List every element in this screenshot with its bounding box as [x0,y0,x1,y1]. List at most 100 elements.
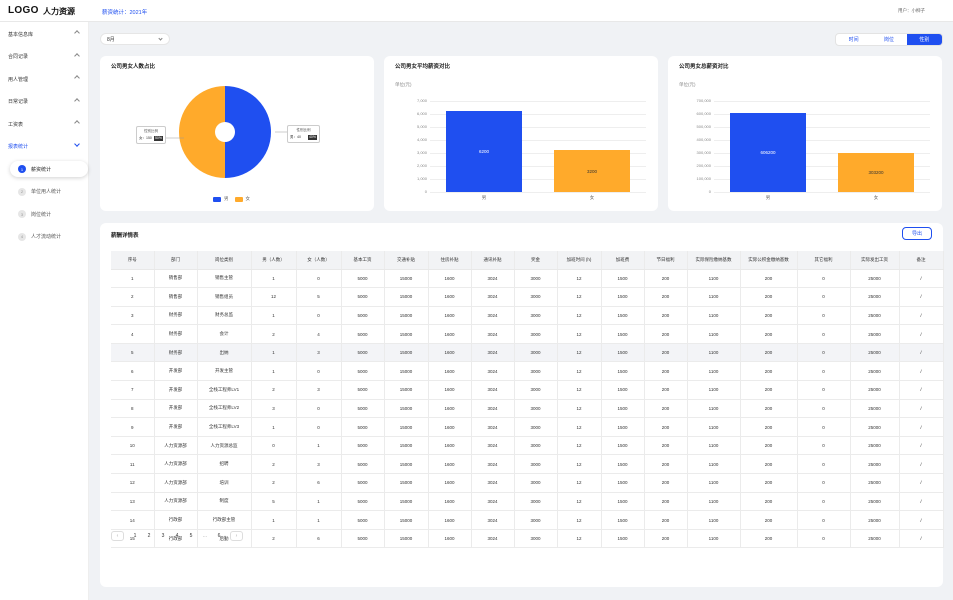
table-row[interactable]: 15 行政部 后勤 2 6 5000 15000 1600 3024 3000 12 1500 200 1… [111,529,944,549]
column-header: 部门 [154,251,198,270]
table-row[interactable]: 4 财务部 会计 2 4 5000 15000 1600 3024 3000 12 1500 200 11… [111,324,944,344]
table-row[interactable]: 9 开发部 全栈工程师LV3 1 0 5000 15000 1600 3024 3000 12 150… [111,417,944,437]
table-cell: 3024 [471,417,515,437]
table-cell: 3000 [514,454,558,475]
table-cell: 1100 [687,473,741,493]
tab-gender[interactable]: 性别 [906,34,942,45]
x-tick-label: 女 [873,195,879,200]
table-cell: 5 [111,343,155,363]
sidebar-item-salary-stats[interactable]: 1 薪资统计 [0,158,88,181]
chevron-up-icon [74,52,80,59]
table-cell: 200 [644,361,688,382]
table-cell: 销售部 [154,287,198,307]
gridline [430,101,646,102]
prev-page-button[interactable]: ‹ [111,531,124,541]
page-4[interactable]: 4 [175,533,179,539]
month-select-value: 8月 [107,36,115,43]
sidebar-group-daily[interactable]: 日常记录 [0,91,88,114]
table-row[interactable]: 8 开发部 全栈工程师LV2 3 0 5000 15000 1600 3024 3000 12 150… [111,399,944,419]
table-cell: 5000 [341,380,385,400]
table-cell: 1600 [428,510,472,530]
table-cell: 3 [296,380,342,400]
page-1[interactable]: 1 [133,533,137,539]
table-row[interactable]: 6 开发部 开发主管 1 0 5000 15000 1600 3024 3000 12 1500 200… [111,361,944,382]
pie-slice-male[interactable] [225,86,271,178]
table-cell: 1600 [428,343,472,363]
pie-slice-female[interactable] [179,86,225,178]
table-row[interactable]: 2 销售部 销售组员 12 5 5000 15000 1600 3024 3000 12 1500 20… [111,287,944,307]
sidebar-group-basic-info[interactable]: 基本信息库 [0,23,88,46]
bar-female[interactable]: 3200 [554,150,630,192]
table-row[interactable]: 11 人力资源部 招聘 2 3 5000 15000 1600 3024 3000 12 1500 20… [111,454,944,475]
table-cell: 12 [557,287,602,307]
table-cell: 1100 [687,529,741,549]
tab-time[interactable]: 时间 [848,37,859,43]
gridline [714,127,930,128]
bar-male[interactable]: 6200 [446,111,522,192]
sidebar-group-reports[interactable]: 报表统计 [0,136,88,159]
next-page-button[interactable]: › [230,531,243,541]
table-cell: 人力资源部 [154,436,198,456]
table-cell: 25000 [850,380,900,400]
column-header: 其它福利 [797,251,851,270]
month-select[interactable]: 8月 [100,33,170,45]
table-cell: 销售组员 [197,287,252,307]
legend-label-female[interactable]: 女 [245,196,251,201]
column-header: 住房补贴 [428,251,472,270]
table-row[interactable]: 10 人力资源部 人力资源总监 0 1 5000 15000 1600 3024 3000 12 15… [111,436,944,456]
legend-label-male[interactable]: 男 [224,196,229,201]
page-2[interactable]: 2 [147,533,151,539]
table-row[interactable]: 7 开发部 全栈工程师LV1 2 3 5000 15000 1600 3024 3000 12 150… [111,380,944,400]
table-cell: 12 [557,324,602,344]
table-row[interactable]: 3 财务部 财务总监 1 0 5000 15000 1600 3024 3000 12 1500 200… [111,306,944,326]
column-header: 女（人数） [296,251,342,270]
sidebar-item-position-stats[interactable]: 3 岗位统计 [0,203,88,226]
table-cell: / [899,417,944,437]
table-row[interactable]: 1 销售部 销售主管 1 0 5000 15000 1600 3024 3000 12 1500 200… [111,269,944,289]
table-cell: 1600 [428,473,472,493]
table-cell: 3024 [471,399,515,419]
bar-male[interactable]: 606200 [730,113,806,192]
export-button[interactable]: 导出 [902,227,932,240]
table-row[interactable]: 5 财务部 出纳 1 3 5000 15000 1600 3024 3000 12 1500 200 11… [111,343,944,363]
sidebar-item-talent-flow[interactable]: 4 人才流动统计 [0,226,88,249]
sidebar-group-label: 合同记录 [8,54,29,61]
page-6[interactable]: 6 [217,533,221,539]
tab-position[interactable]: 岗位 [883,37,894,43]
gridline [430,127,646,128]
tooltip-name: 女： [139,136,146,140]
page-5[interactable]: 5 [189,533,193,539]
table-cell: 11 [111,454,155,475]
bar-female[interactable]: 303200 [838,152,914,192]
table-cell: 5000 [341,306,385,326]
table-cell: 3024 [471,324,515,344]
table-cell: 1 [251,343,297,363]
legend-swatch-female [234,196,243,202]
table-row[interactable]: 14 行政部 行政部主管 1 1 5000 15000 1600 3024 3000 12 1500 2… [111,510,944,530]
table-cell: / [899,399,944,419]
table-cell: 3024 [471,287,515,307]
logo: LOGO [8,5,39,16]
tooltip-pct: 40% [307,135,317,140]
table-cell: 3000 [514,473,558,493]
sidebar-group-payroll[interactable]: 工资表 [0,113,88,136]
table-cell: 0 [797,510,851,530]
y-tick-label: 500,000 [696,124,711,129]
table-cell: 25000 [850,324,900,344]
sidebar-group-label: 用人管理 [8,76,29,83]
sidebar-item-unit-staffing[interactable]: 2 单位用人统计 [0,181,88,204]
table-row[interactable]: 12 人力资源部 培训 2 6 5000 15000 1600 3024 3000 12 1500 20… [111,473,944,493]
sidebar-group-staffing[interactable]: 用人管理 [0,68,88,91]
table-cell: / [899,306,944,326]
table-cell: 3024 [471,492,515,512]
table-cell: 12 [111,473,155,493]
user-label[interactable]: 用户：小柳子 [898,8,925,13]
table-row[interactable]: 13 人力资源部 制度 5 1 5000 15000 1600 3024 3000 12 1500 20… [111,492,944,512]
table-cell: 1600 [428,361,472,382]
page-3[interactable]: 3 [161,533,165,539]
bar-value-label: 303200 [868,169,884,175]
column-header: 通讯补贴 [471,251,515,270]
table-cell: 1500 [601,380,645,400]
table-cell: 1 [296,436,342,456]
sidebar-group-contracts[interactable]: 合同记录 [0,46,88,69]
